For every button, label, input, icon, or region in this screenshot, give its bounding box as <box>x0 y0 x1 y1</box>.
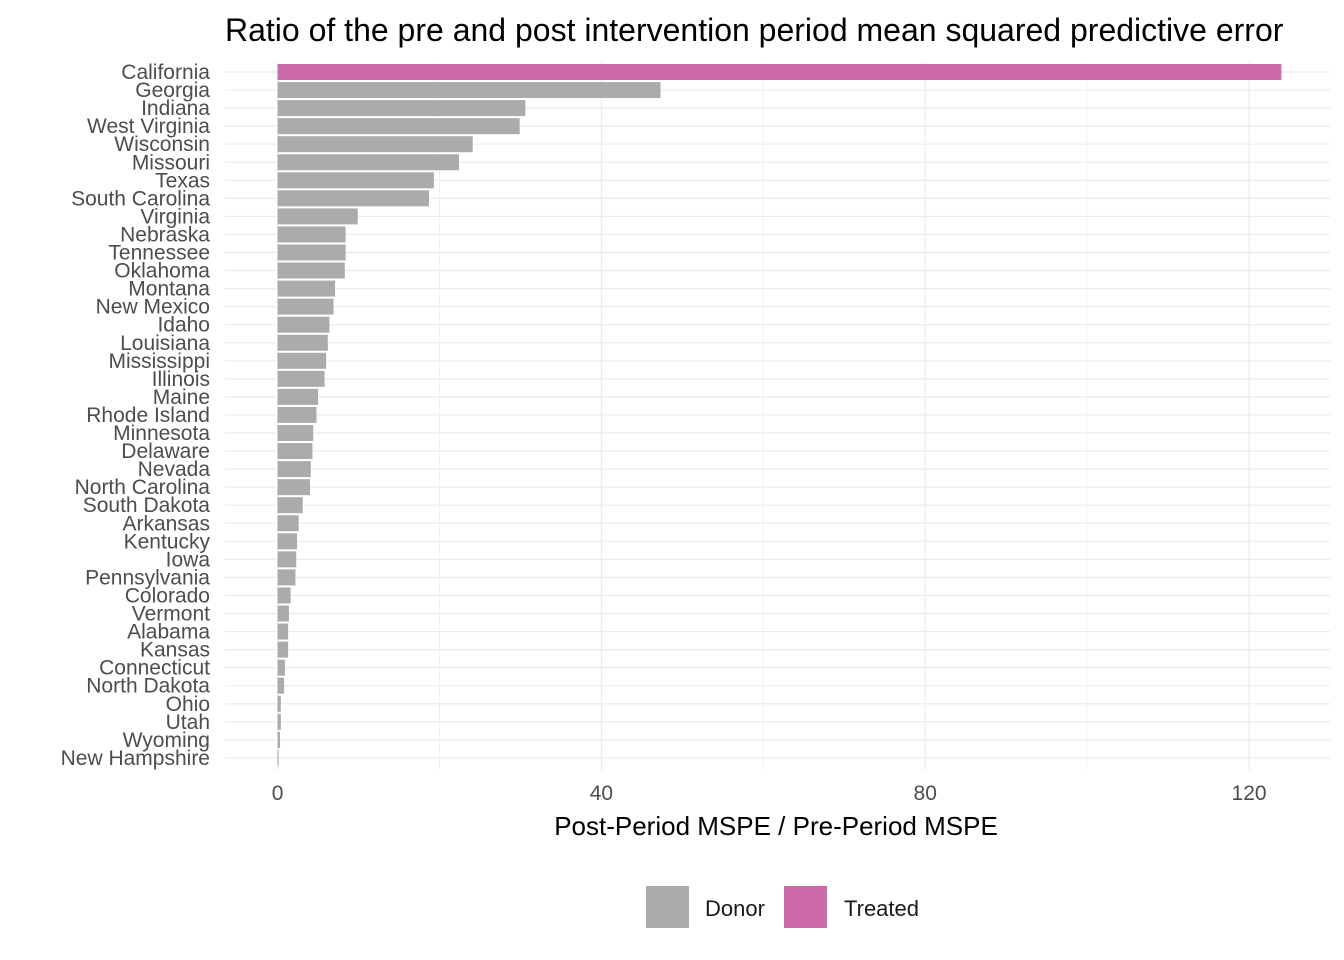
bars <box>277 64 1282 766</box>
bar-delaware <box>277 443 313 460</box>
bar-california <box>277 64 1282 80</box>
bar-pennsylvania <box>277 569 296 586</box>
y-tick-label: Kansas <box>140 639 210 662</box>
bar-mississippi <box>277 352 327 369</box>
bar-iowa <box>277 551 297 568</box>
bar-wyoming <box>277 731 281 748</box>
y-tick-label: Alabama <box>127 621 210 644</box>
y-tick-label: North Carolina <box>75 476 211 499</box>
y-tick-label: Pennsylvania <box>85 566 210 589</box>
y-tick-label: Wisconsin <box>114 133 210 156</box>
bar-alabama <box>277 623 289 640</box>
y-tick-label: Texas <box>155 169 210 192</box>
y-tick-label: Delaware <box>121 440 210 463</box>
y-tick-label: Oklahoma <box>114 260 210 283</box>
y-tick-label: Georgia <box>135 79 210 102</box>
bar-tennessee <box>277 244 346 261</box>
bar-idaho <box>277 316 330 333</box>
x-tick-label: 40 <box>590 782 613 805</box>
bar-nevada <box>277 461 311 478</box>
y-tick-label: Tennessee <box>108 242 210 265</box>
y-tick-label: Illinois <box>152 368 210 391</box>
y-tick-label: North Dakota <box>86 675 210 698</box>
y-tick-label: Virginia <box>140 205 210 228</box>
y-tick-label: Connecticut <box>99 657 210 680</box>
y-tick-label: Maine <box>153 386 210 409</box>
bar-north-carolina <box>277 479 310 496</box>
bar-west-virginia <box>277 118 520 135</box>
bar-missouri <box>277 154 459 171</box>
y-tick-label: Kentucky <box>124 530 211 553</box>
bar-new-mexico <box>277 298 334 315</box>
x-axis-labels: 0 40 80 120 <box>272 782 1267 805</box>
y-tick-label: Montana <box>128 278 210 301</box>
y-tick-label: Mississippi <box>108 350 210 373</box>
bar-arkansas <box>277 515 299 532</box>
legend-label-donor: Donor <box>705 896 765 921</box>
y-tick-label: Iowa <box>166 548 211 571</box>
bar-maine <box>277 388 319 405</box>
legend: Donor Treated <box>646 886 919 928</box>
y-tick-label: Idaho <box>157 314 210 337</box>
bar-new-hampshire <box>277 749 279 766</box>
bar-kentucky <box>277 533 298 550</box>
bar-virginia <box>277 208 358 225</box>
bar-rhode-island <box>277 406 317 423</box>
bar-illinois <box>277 370 325 387</box>
y-tick-label: Minnesota <box>113 422 210 445</box>
y-tick-label: Louisiana <box>120 332 210 355</box>
bar-kansas <box>277 641 289 658</box>
legend-swatch-treated <box>784 886 827 928</box>
bar-south-carolina <box>277 190 429 207</box>
bar-connecticut <box>277 659 285 676</box>
bar-louisiana <box>277 334 328 351</box>
x-tick-label: 0 <box>272 782 284 805</box>
y-tick-label: South Carolina <box>71 187 210 210</box>
x-axis-title: Post-Period MSPE / Pre-Period MSPE <box>554 811 998 841</box>
x-tick-label: 120 <box>1232 782 1267 805</box>
bar-montana <box>277 280 336 297</box>
y-tick-label: Colorado <box>125 584 210 607</box>
y-tick-label: Rhode Island <box>86 404 210 427</box>
bar-utah <box>277 713 281 730</box>
y-tick-label: Wyoming <box>123 729 210 752</box>
bar-north-dakota <box>277 677 285 694</box>
x-tick-label: 80 <box>914 782 937 805</box>
y-tick-label: Vermont <box>132 603 210 626</box>
legend-label-treated: Treated <box>844 896 919 921</box>
y-tick-label: California <box>121 61 210 84</box>
bar-vermont <box>277 605 289 622</box>
y-tick-label: Utah <box>166 711 210 734</box>
bar-texas <box>277 172 434 189</box>
bar-colorado <box>277 587 291 604</box>
bar-oklahoma <box>277 262 345 279</box>
y-tick-label: South Dakota <box>83 494 211 517</box>
y-tick-label: Indiana <box>141 97 210 120</box>
y-tick-label: New Mexico <box>96 296 210 319</box>
y-tick-label: Nevada <box>138 458 211 481</box>
y-tick-label: Ohio <box>166 693 210 716</box>
bar-minnesota <box>277 425 314 441</box>
bar-south-dakota <box>277 497 303 514</box>
bar-indiana <box>277 100 526 117</box>
chart-title: Ratio of the pre and post intervention p… <box>225 12 1284 48</box>
y-tick-label: Missouri <box>132 151 210 174</box>
y-tick-label: West Virginia <box>87 115 210 138</box>
legend-swatch-donor <box>646 886 689 928</box>
y-tick-label: Nebraska <box>120 223 210 246</box>
bar-wisconsin <box>277 136 473 153</box>
bar-ohio <box>277 695 281 712</box>
bar-nebraska <box>277 226 346 243</box>
y-tick-label: Arkansas <box>122 512 210 535</box>
y-tick-label: New Hampshire <box>61 747 210 770</box>
bar-georgia <box>277 82 661 99</box>
